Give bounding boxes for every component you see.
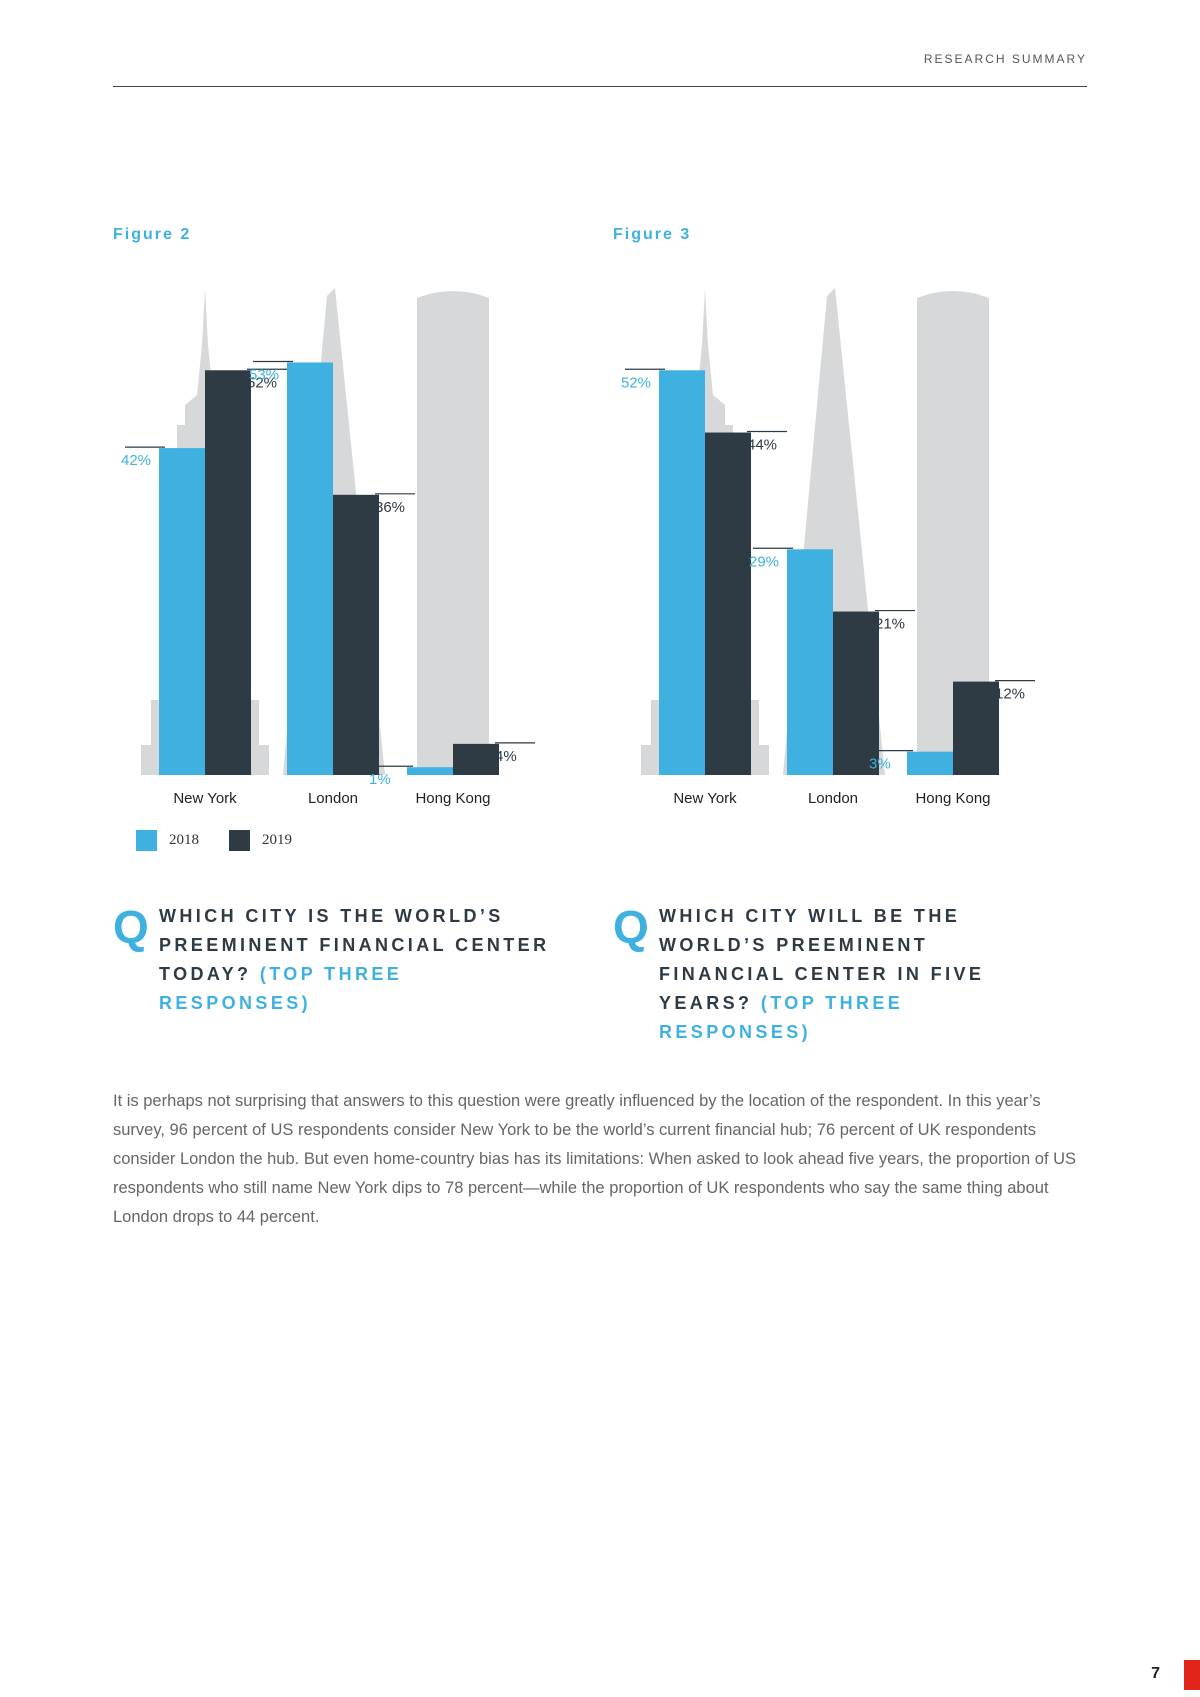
question-accent: (TOP THREE RESPONSES) — [159, 964, 403, 1013]
bar-2018-hong-kong — [407, 767, 453, 775]
category-label: New York — [673, 790, 737, 807]
value-label: 36% — [375, 499, 405, 516]
bar-2018-new-york — [159, 448, 205, 775]
legend-label-2019: 2019 — [262, 832, 292, 848]
body-paragraph: It is perhaps not surprising that answer… — [113, 1091, 1077, 1226]
value-label: 29% — [749, 553, 779, 570]
value-label: 44% — [747, 437, 777, 454]
value-label: 3% — [869, 756, 891, 773]
value-label: 21% — [875, 616, 905, 633]
value-label: 52% — [621, 374, 651, 391]
question-main: WHICH CITY WILL BE THE WORLD’S PREEMINEN… — [659, 906, 985, 1013]
section-label: RESEARCH SUMMARY — [923, 52, 1087, 66]
bar-2019-london — [333, 494, 379, 775]
figure-2-question: Q WHICH CITY IS THE WORLD’S PREEMINENT F… — [113, 902, 559, 1018]
page-accent-bar — [1184, 1660, 1200, 1690]
value-label: 4% — [495, 748, 517, 765]
value-label: 53% — [249, 366, 279, 383]
question-mark-icon: Q — [113, 901, 149, 953]
legend-label-2018: 2018 — [169, 832, 199, 848]
value-label: 12% — [995, 686, 1025, 703]
bar-2019-london — [833, 611, 879, 775]
question-mark-icon: Q — [613, 901, 649, 953]
category-label: Hong Kong — [915, 790, 990, 807]
category-label: Hong Kong — [415, 790, 490, 807]
legend-item-2018: 2018 — [136, 830, 199, 851]
figure-3-chart: 52% 44% New York 29% 21% London 3% 12% Hong Kong — [621, 288, 1035, 807]
bar-2018-london — [287, 362, 333, 775]
bar-2019-new-york — [705, 432, 751, 775]
value-label: 1% — [369, 771, 391, 788]
question-main: WHICH CITY IS THE WORLD’S PREEMINENT FIN… — [159, 906, 550, 984]
legend-swatch-2019 — [229, 830, 250, 851]
figure-3-question: Q WHICH CITY WILL BE THE WORLD’S PREEMIN… — [613, 902, 1059, 1047]
bar-2019-new-york — [205, 370, 251, 775]
value-label: 42% — [121, 452, 151, 469]
header-divider — [113, 86, 1087, 87]
category-label: London — [808, 790, 858, 807]
legend-swatch-2018 — [136, 830, 157, 851]
category-label: London — [308, 790, 358, 807]
page-number: 7 — [1151, 1665, 1160, 1682]
question-text: WHICH CITY WILL BE THE WORLD’S PREEMINEN… — [659, 902, 1059, 1047]
figure-3-title: Figure 3 — [613, 226, 692, 243]
building-silhouette — [417, 291, 489, 775]
figure-2-title: Figure 2 — [113, 226, 192, 243]
category-label: New York — [173, 790, 237, 807]
building-silhouette — [917, 291, 989, 775]
question-text: WHICH CITY IS THE WORLD’S PREEMINENT FIN… — [159, 902, 559, 1018]
bar-2019-hong-kong — [453, 743, 499, 775]
figure-2-chart: 42% 52% New York 53% 36% London 1% 4% Hong Kong — [121, 288, 535, 807]
question-accent: (TOP THREE RESPONSES) — [659, 993, 904, 1042]
bar-2019-hong-kong — [953, 681, 999, 775]
chart-legend: 2018 2019 — [136, 830, 292, 851]
value-label: 52% — [247, 374, 277, 391]
bar-2018-new-york — [659, 370, 705, 775]
bar-2018-london — [787, 549, 833, 775]
legend-item-2019: 2019 — [229, 830, 292, 851]
bar-2018-hong-kong — [907, 751, 953, 775]
